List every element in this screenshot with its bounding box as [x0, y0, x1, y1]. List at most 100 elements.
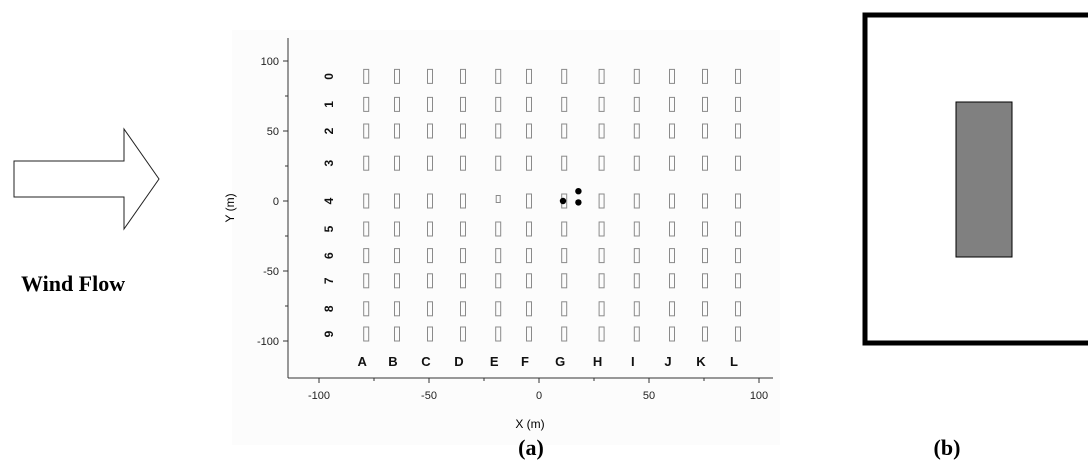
obstacle — [561, 123, 568, 139]
column-label: D — [454, 354, 463, 369]
row-label: 2 — [322, 127, 336, 134]
obstacle — [495, 123, 502, 139]
obstacle — [526, 193, 532, 209]
obstacle — [561, 68, 568, 84]
y-tick-label: -100 — [257, 336, 279, 348]
obstacle — [363, 326, 370, 342]
x-tick-label: 50 — [643, 390, 655, 402]
column-label: A — [358, 354, 368, 369]
obstacle — [669, 273, 675, 289]
row-label: 4 — [322, 197, 336, 204]
obstacle — [460, 221, 466, 237]
obstacle — [598, 193, 605, 209]
y-tick-label: -50 — [263, 266, 279, 278]
column-label: K — [696, 354, 706, 369]
wind-flow-arrow — [13, 127, 160, 231]
obstacle — [495, 273, 502, 289]
obstacle — [394, 123, 400, 139]
obstacle — [633, 123, 640, 139]
obstacle — [460, 301, 466, 317]
obstacle — [598, 96, 605, 112]
column-label: B — [388, 354, 397, 369]
obstacle — [702, 221, 708, 237]
obstacle — [394, 193, 400, 209]
obstacle — [427, 193, 433, 209]
obstacle — [363, 68, 370, 84]
obstacle — [669, 221, 675, 237]
x-tick-label: 100 — [750, 390, 768, 402]
obstacle — [598, 155, 605, 171]
obstacle — [394, 248, 400, 264]
building-block — [955, 101, 1013, 258]
obstacle — [427, 326, 433, 342]
obstacle — [427, 155, 433, 171]
obstacle — [735, 193, 741, 209]
obstacle — [633, 301, 640, 317]
obstacle — [633, 326, 640, 342]
obstacle — [460, 96, 466, 112]
obstacle — [669, 155, 675, 171]
panel-b-frame — [862, 12, 1088, 346]
obstacle — [598, 248, 605, 264]
obstacle — [598, 273, 605, 289]
obstacle — [427, 221, 433, 237]
obstacle — [669, 123, 675, 139]
obstacle — [460, 155, 466, 171]
x-ticks: -100 -50 0 50 100 — [308, 378, 768, 402]
row-label: 6 — [322, 252, 336, 259]
panel-b — [862, 12, 1088, 346]
obstacle — [394, 68, 400, 84]
y-tick-label: 100 — [261, 56, 279, 68]
obstacle — [394, 326, 400, 342]
obstacle — [561, 155, 568, 171]
obstacle — [633, 248, 640, 264]
obstacle — [460, 326, 466, 342]
obstacle — [526, 221, 532, 237]
obstacle — [526, 96, 532, 112]
obstacle — [363, 193, 370, 209]
obstacle — [495, 301, 502, 317]
obstacle — [735, 68, 741, 84]
x-tick-label: 0 — [536, 390, 542, 402]
obstacle — [394, 221, 400, 237]
sensor-markers — [559, 188, 582, 206]
obstacle — [633, 193, 640, 209]
obstacle — [363, 248, 370, 264]
row-label: 7 — [322, 277, 336, 284]
obstacle — [598, 221, 605, 237]
y-axis-label: Y (m) — [223, 193, 237, 222]
y-tick-label: 50 — [267, 126, 279, 138]
y-ticks: 100 50 0 -50 -100 — [257, 56, 288, 348]
obstacle — [669, 193, 675, 209]
sensor-marker — [559, 197, 567, 205]
obstacle — [526, 68, 532, 84]
obstacle — [363, 96, 370, 112]
column-label: F — [521, 354, 529, 369]
obstacle — [735, 273, 741, 289]
obstacle — [394, 273, 400, 289]
obstacle — [633, 221, 640, 237]
obstacle — [561, 96, 568, 112]
obstacle — [702, 326, 708, 342]
obstacle — [669, 248, 675, 264]
column-label: J — [664, 354, 671, 369]
obstacle — [598, 68, 605, 84]
obstacle — [561, 248, 568, 264]
obstacle — [702, 155, 708, 171]
obstacle — [598, 123, 605, 139]
obstacle — [702, 193, 708, 209]
obstacle — [669, 326, 675, 342]
wind-flow-label: Wind Flow — [21, 271, 125, 296]
obstacle — [526, 123, 532, 139]
obstacle — [427, 96, 433, 112]
obstacle — [394, 96, 400, 112]
obstacle — [669, 68, 675, 84]
row-label: 3 — [322, 160, 336, 167]
obstacle — [735, 326, 741, 342]
obstacle — [702, 96, 708, 112]
obstacle — [427, 301, 433, 317]
obstacle — [669, 96, 675, 112]
obstacle — [735, 123, 741, 139]
obstacle — [460, 68, 466, 84]
obstacle — [735, 248, 741, 264]
